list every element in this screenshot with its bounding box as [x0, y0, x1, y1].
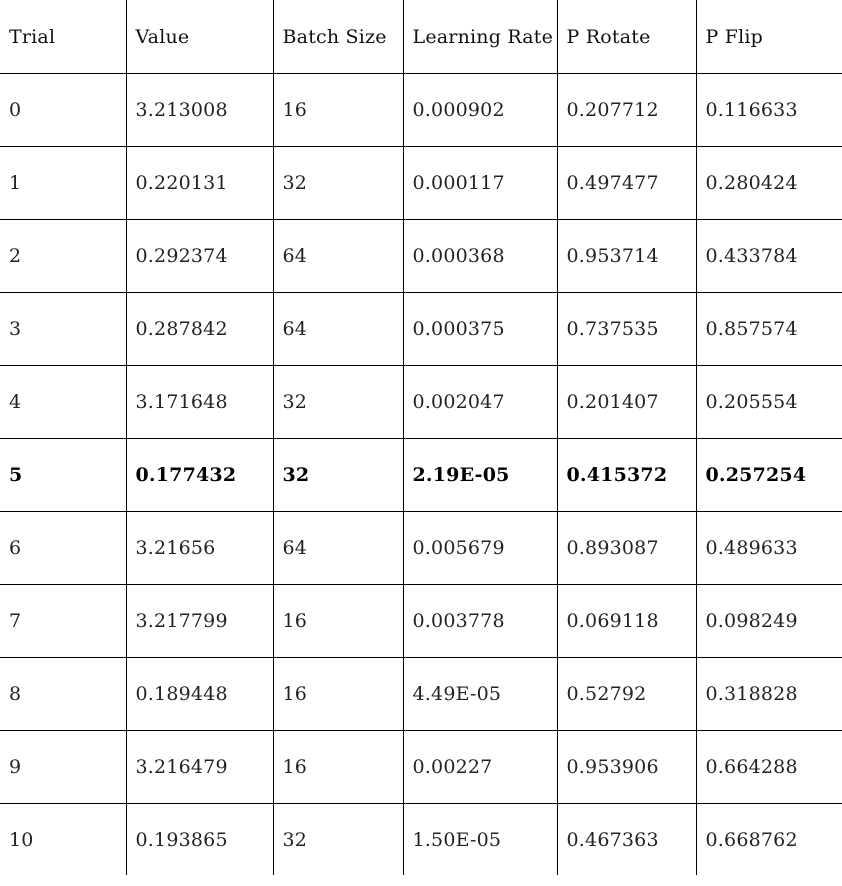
cell-trial: 6 [0, 511, 127, 585]
cell-p-rotate: 0.069118 [556, 584, 697, 658]
cell-trial: 8 [0, 657, 127, 731]
cell-p-rotate: 0.497477 [556, 146, 697, 220]
cell-trial: 5 [0, 438, 127, 512]
table-row: 3 0.287842 64 0.000375 0.737535 0.857574 [0, 292, 842, 366]
header-p-rotate: P Rotate [556, 0, 697, 74]
cell-trial: 1 [0, 146, 127, 220]
cell-p-flip: 0.668762 [695, 803, 842, 875]
cell-learning-rate: 0.000368 [402, 219, 558, 293]
cell-trial: 10 [0, 803, 127, 875]
cell-trial: 7 [0, 584, 127, 658]
table-row: 7 3.217799 16 0.003778 0.069118 0.098249 [0, 584, 842, 658]
cell-learning-rate: 0.000902 [402, 73, 558, 147]
cell-learning-rate: 0.00227 [402, 730, 558, 804]
cell-p-rotate: 0.893087 [556, 511, 697, 585]
table-row: 8 0.189448 16 4.49E-05 0.52792 0.318828 [0, 657, 842, 731]
cell-batch-size: 32 [272, 438, 404, 512]
cell-p-flip: 0.433784 [695, 219, 842, 293]
cell-batch-size: 32 [272, 146, 404, 220]
cell-batch-size: 16 [272, 730, 404, 804]
cell-p-flip: 0.257254 [695, 438, 842, 512]
table-row: 2 0.292374 64 0.000368 0.953714 0.433784 [0, 219, 842, 293]
cell-value: 0.193865 [125, 803, 274, 875]
cell-learning-rate: 2.19E-05 [402, 438, 558, 512]
cell-p-flip: 0.280424 [695, 146, 842, 220]
cell-trial: 0 [0, 73, 127, 147]
cell-value: 3.171648 [125, 365, 274, 439]
cell-learning-rate: 4.49E-05 [402, 657, 558, 731]
table-header: Trial Value Batch Size Learning Rate P R… [0, 0, 842, 74]
cell-trial: 4 [0, 365, 127, 439]
cell-p-flip: 0.318828 [695, 657, 842, 731]
cell-trial: 2 [0, 219, 127, 293]
table-row: 5 0.177432 32 2.19E-05 0.415372 0.257254 [0, 438, 842, 512]
cell-value: 3.217799 [125, 584, 274, 658]
cell-p-flip: 0.205554 [695, 365, 842, 439]
cell-value: 0.287842 [125, 292, 274, 366]
cell-value: 3.21656 [125, 511, 274, 585]
header-value: Value [125, 0, 274, 74]
cell-p-flip: 0.664288 [695, 730, 842, 804]
cell-value: 0.292374 [125, 219, 274, 293]
table-row: 1 0.220131 32 0.000117 0.497477 0.280424 [0, 146, 842, 220]
cell-p-rotate: 0.953906 [556, 730, 697, 804]
cell-learning-rate: 0.005679 [402, 511, 558, 585]
cell-learning-rate: 0.003778 [402, 584, 558, 658]
cell-batch-size: 16 [272, 657, 404, 731]
header-row: Trial Value Batch Size Learning Rate P R… [0, 0, 842, 74]
header-learning-rate: Learning Rate [402, 0, 558, 74]
cell-p-rotate: 0.207712 [556, 73, 697, 147]
cell-p-rotate: 0.201407 [556, 365, 697, 439]
cell-learning-rate: 0.002047 [402, 365, 558, 439]
header-p-flip: P Flip [695, 0, 842, 74]
table-row: 6 3.21656 64 0.005679 0.893087 0.489633 [0, 511, 842, 585]
cell-trial: 3 [0, 292, 127, 366]
cell-p-rotate: 0.953714 [556, 219, 697, 293]
cell-batch-size: 64 [272, 292, 404, 366]
cell-batch-size: 16 [272, 73, 404, 147]
cell-learning-rate: 0.000375 [402, 292, 558, 366]
cell-value: 0.189448 [125, 657, 274, 731]
cell-learning-rate: 0.000117 [402, 146, 558, 220]
cell-p-rotate: 0.52792 [556, 657, 697, 731]
cell-value: 0.220131 [125, 146, 274, 220]
header-batch-size: Batch Size [272, 0, 404, 74]
cell-value: 0.177432 [125, 438, 274, 512]
cell-learning-rate: 1.50E-05 [402, 803, 558, 875]
table-body: 0 3.213008 16 0.000902 0.207712 0.116633 1 0.22… [0, 73, 842, 875]
table-row: 9 3.216479 16 0.00227 0.953906 0.664288 [0, 730, 842, 804]
cell-trial: 9 [0, 730, 127, 804]
cell-p-rotate: 0.415372 [556, 438, 697, 512]
cell-p-flip: 0.098249 [695, 584, 842, 658]
cell-p-rotate: 0.737535 [556, 292, 697, 366]
cell-p-rotate: 0.467363 [556, 803, 697, 875]
cell-value: 3.213008 [125, 73, 274, 147]
table-row: 10 0.193865 32 1.50E-05 0.467363 0.668762 [0, 803, 842, 875]
cell-batch-size: 64 [272, 511, 404, 585]
table-row: 4 3.171648 32 0.002047 0.201407 0.205554 [0, 365, 842, 439]
cell-p-flip: 0.857574 [695, 292, 842, 366]
cell-batch-size: 16 [272, 584, 404, 658]
cell-batch-size: 32 [272, 365, 404, 439]
cell-value: 3.216479 [125, 730, 274, 804]
cell-p-flip: 0.116633 [695, 73, 842, 147]
cell-p-flip: 0.489633 [695, 511, 842, 585]
cell-batch-size: 32 [272, 803, 404, 875]
header-trial: Trial [0, 0, 127, 74]
table-row: 0 3.213008 16 0.000902 0.207712 0.116633 [0, 73, 842, 147]
cell-batch-size: 64 [272, 219, 404, 293]
